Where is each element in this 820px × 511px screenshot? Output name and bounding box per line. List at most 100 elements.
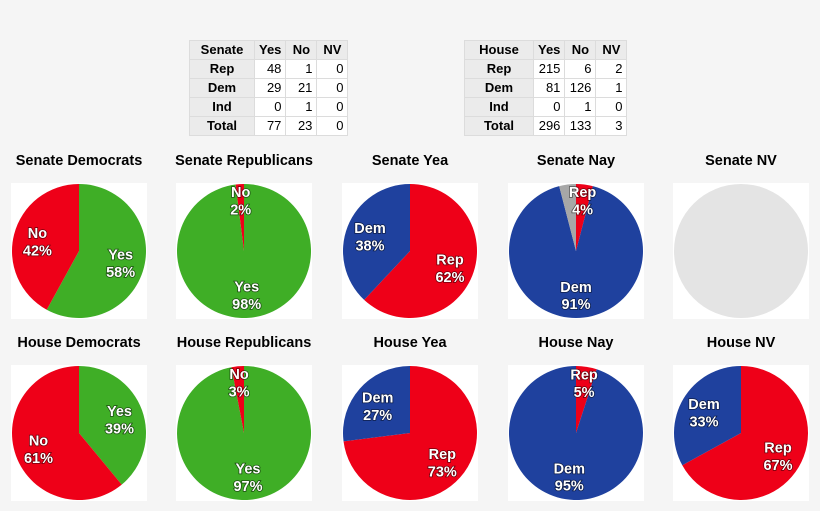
pie-svg: Yes 98% No 2% [177,184,312,318]
house-row-total-label: Total [464,116,534,136]
pie-slice-ind [559,184,576,251]
pie-area: Yes 58% No 42% [11,183,147,319]
senate-col-nv-header: NV [316,40,349,60]
pie-slice-yes [46,184,147,318]
slice-label-dem: Dem 95% [554,461,585,494]
slice-label-rep: Rep 62% [435,253,464,286]
table-cell: 21 [285,78,318,98]
pie-svg: Rep 67% Dem 33% [674,366,809,500]
slice-label-no: No 42% [23,226,52,259]
slice-label-no: No 2% [230,185,251,218]
pie-slice-rep [343,366,478,500]
table-cell: 215 [532,59,566,79]
slice-label-no: No 3% [229,367,250,400]
senate-row-dem-label: Dem [189,78,255,98]
table-cell: 0 [532,97,566,117]
table-cell: 0 [316,116,349,136]
house-row-dem-label: Dem [464,78,534,98]
chart-title: House Democrats [17,335,141,351]
pie-slice-no [11,366,122,500]
pie-area: Rep 67% Dem 33% [673,365,809,501]
slice-label-yes: Yes 98% [232,280,261,313]
table-cell: 3 [595,116,628,136]
table-row: Rep 48 1 0 [189,59,349,79]
chart-title: House Yea [373,335,447,351]
pie-svg: Yes 39% No 61% [11,366,146,500]
pie-chart-house-nv: House NV Rep 67% Dem 33% [673,335,809,501]
pie-area: Rep 5% Dem 95% [508,365,644,501]
pie-chart-house-democrats: House Democrats Yes 39% No 61% [11,335,147,501]
table-row: Rep 215 6 2 [464,59,628,79]
pie-svg [674,184,808,318]
pie-svg: Rep 62% Dem 38% [343,184,478,318]
table-cell: 48 [253,59,287,79]
senate-vote-table: Senate Yes No NV Rep 48 1 0 Dem 29 21 0 … [189,40,349,136]
table-cell: 1 [595,78,628,98]
pie-svg: Rep 4% Dem 91% [509,184,643,319]
pie-svg: Yes 58% No 42% [12,184,147,318]
chart-title: Senate Republicans [175,153,313,169]
pie-chart-house-republicans: House Republicans Yes 97% No 3% [176,335,312,501]
pie-svg: Rep 5% Dem 95% [508,366,643,500]
chart-title: Senate Yea [371,153,449,169]
table-cell: 133 [564,116,597,136]
pie-empty-disc [674,184,808,318]
slice-label-dem: Dem 38% [354,221,385,254]
slice-label-no: No 61% [24,433,53,466]
chart-title: Senate Nay [536,153,616,169]
table-row: Total 77 23 0 [189,116,349,136]
pie-slice-dem [674,366,741,466]
table-cell: 0 [595,97,628,117]
chart-title: House Nay [538,335,614,351]
chart-title: House Republicans [176,335,312,351]
house-row-rep-label: Rep [464,59,534,79]
pie-chart-senate-yea: Senate Yea Rep 62% Dem 38% [342,153,478,319]
table-row: Ind 0 1 0 [464,97,628,117]
slice-label-rep: Rep 5% [570,367,598,400]
table-cell: 126 [564,78,597,98]
table-row: Dem 81 126 1 [464,78,628,98]
chart-title: Senate NV [705,153,777,169]
slice-label-rep: Rep 67% [763,441,792,474]
table-cell: 1 [285,97,318,117]
pie-slice-dem [509,186,643,319]
house-col-yes-header: Yes [532,40,566,60]
slice-label-dem: Dem 91% [560,280,591,313]
table-cell: 29 [253,78,287,98]
pie-slice-rep [576,366,597,433]
pie-svg: Rep 73% Dem 27% [343,366,478,500]
senate-row-ind-label: Ind [189,97,255,117]
pie-slice-rep [682,366,809,500]
table-cell: 23 [285,116,318,136]
slice-label-dem: Dem 27% [362,390,393,423]
chart-title: Senate Democrats [15,153,143,169]
chart-title: House NV [706,335,776,351]
table-cell: 77 [253,116,287,136]
house-col-nv-header: NV [595,40,628,60]
pie-area [673,183,809,319]
slice-label-rep: Rep 73% [428,447,457,480]
senate-col-no-header: No [285,40,318,60]
table-cell: 1 [285,59,318,79]
slice-label-yes: Yes 58% [106,248,135,281]
slice-label-rep: Rep 4% [569,185,597,218]
pie-slice-dem [343,366,410,442]
table-cell: 0 [316,78,349,98]
pie-area: Rep 62% Dem 38% [342,183,478,319]
pie-chart-house-nay: House Nay Rep 5% Dem 95% [508,335,644,501]
table-row: Ind 0 1 0 [189,97,349,117]
table-cell: 296 [532,116,566,136]
pie-slice-rep [576,184,593,251]
house-vote-table: House Yes No NV Rep 215 6 2 Dem 81 126 1… [464,40,628,136]
table-cell: 2 [595,59,628,79]
table-row: Total 296 133 3 [464,116,628,136]
table-cell: 0 [253,97,287,117]
pie-svg: Yes 97% No 3% [177,366,312,500]
pie-chart-senate-democrats: Senate Democrats Yes 58% No 42% [11,153,147,319]
pie-slice-yes [79,366,146,485]
senate-row-rep-label: Rep [189,59,255,79]
pie-slice-no [231,366,244,433]
pie-slice-yes [177,366,312,500]
table-cell: 1 [564,97,597,117]
table-cell: 81 [532,78,566,98]
